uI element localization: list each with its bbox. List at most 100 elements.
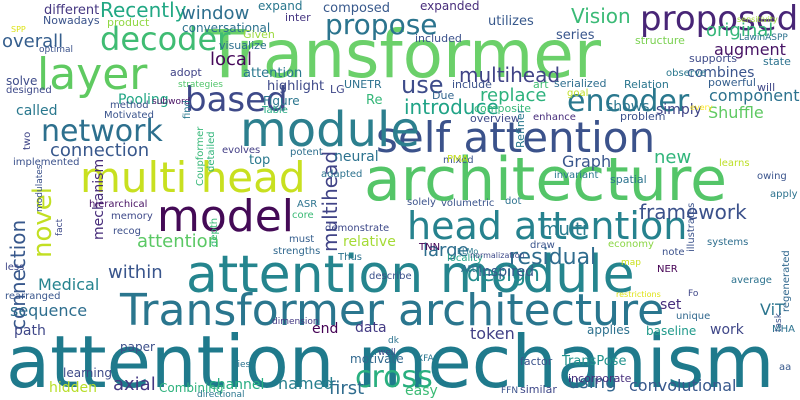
word-must: must xyxy=(289,234,315,245)
word-observe: observe xyxy=(666,68,707,79)
word-overview: overview xyxy=(470,112,520,125)
word-hierarchical: hierarchical xyxy=(89,199,148,210)
word-adopt: adopt xyxy=(170,66,202,79)
word-first: first xyxy=(329,378,365,399)
word-large: large xyxy=(423,240,469,261)
word-component: component xyxy=(709,86,800,105)
word-highlight: Figure xyxy=(263,94,300,108)
word-spp: SPP xyxy=(11,25,26,34)
word-mhsa: end xyxy=(312,321,339,337)
word-invariant: invariant xyxy=(554,170,599,181)
word-called: called xyxy=(16,103,58,119)
word-expand: expand xyxy=(258,0,303,13)
word-product: product xyxy=(107,16,150,29)
word-dimension: dimension xyxy=(272,317,319,327)
word-relative: Inspired xyxy=(478,264,535,280)
word-paper: TransPose xyxy=(562,354,627,369)
word-lies: lies xyxy=(235,360,251,370)
word-multi: multi xyxy=(541,219,588,240)
word-less: less xyxy=(5,262,25,273)
word-attn: Attn xyxy=(461,264,482,275)
word-neural: top xyxy=(249,153,271,168)
word-normalization: normalization xyxy=(470,251,525,260)
word-core: core xyxy=(292,210,314,221)
word-directional: directional xyxy=(197,390,245,400)
word-learning: Combining xyxy=(159,381,224,395)
word-local: local xyxy=(210,49,252,70)
word-art: art xyxy=(533,78,549,91)
word-overall: overall xyxy=(2,31,64,52)
word-powerful: powerful xyxy=(708,76,756,89)
word-enhance: enhance xyxy=(533,112,576,123)
word-introduce: introduce xyxy=(404,95,499,119)
word-note: note xyxy=(662,247,685,258)
word-self-attention: self attention xyxy=(376,113,656,162)
word-xfa: XFA xyxy=(417,354,434,364)
word-unique: unique xyxy=(676,311,711,322)
word-data: channel xyxy=(209,377,265,393)
word-well: well xyxy=(378,348,396,358)
word-optimal: optimal xyxy=(39,45,74,55)
word-layer: layer xyxy=(37,49,148,100)
word-attention-module: attention module xyxy=(186,245,635,305)
word-attention-mechanism: attention mechanism xyxy=(6,320,775,400)
word-supports: supports xyxy=(689,52,737,65)
word-dk: dk xyxy=(388,336,399,346)
word-recog: recog xyxy=(113,226,142,237)
word-medical: Medical xyxy=(38,275,100,294)
word-table: Table xyxy=(262,105,288,116)
word-proposed: proposed xyxy=(640,0,799,39)
word-learns: learns xyxy=(719,158,750,169)
word-find: find xyxy=(182,100,193,119)
word-structure: structure xyxy=(635,34,685,47)
word-sensitivity: sensitivity xyxy=(737,15,778,24)
word-adapted: adapted xyxy=(321,169,363,180)
word-incorporate: similar xyxy=(520,383,557,396)
word-goal: goal xyxy=(567,88,589,99)
word-inter: inter xyxy=(285,11,311,24)
word-channel: easy xyxy=(405,383,438,399)
word-transformer: Transformer xyxy=(205,16,602,93)
word-original: original xyxy=(706,20,774,41)
word-recently: Recently xyxy=(100,0,187,22)
word-work: different xyxy=(44,3,100,18)
word-shows: work xyxy=(710,322,744,338)
word-new: new xyxy=(654,147,692,168)
word-tnn: TNN xyxy=(419,242,441,253)
word-factor: factor xyxy=(520,355,553,368)
word-augment: augment xyxy=(714,40,786,59)
word-draw: draw xyxy=(530,240,555,251)
word-network: network xyxy=(41,114,163,149)
word-pooling: Pooling xyxy=(118,92,169,108)
word-utilizes: utilizes xyxy=(488,14,534,29)
word-mha: MHA xyxy=(772,324,795,335)
word-design: design xyxy=(467,262,540,287)
word-pma: PMA xyxy=(447,154,469,165)
word-aa: aa xyxy=(779,362,792,373)
word-use: use xyxy=(401,71,444,99)
word-given: Given xyxy=(243,28,275,41)
word-inspired: neural xyxy=(334,149,379,165)
word-conversational: conversational xyxy=(182,21,271,35)
word-framework: framework xyxy=(639,200,747,224)
word-included: included xyxy=(415,32,462,45)
word-level: multihead xyxy=(318,150,342,252)
word-every: every xyxy=(690,103,713,112)
word-decoder: decoder xyxy=(100,20,231,58)
word-composed: series xyxy=(556,28,595,43)
word-demonstrate: demonstrate xyxy=(325,223,390,234)
word-coupformer: Coupformer xyxy=(195,126,206,186)
word-implemented: implemented xyxy=(13,157,80,168)
word-lawinaspp: LawinASPP xyxy=(739,33,788,43)
word-architecture: architecture xyxy=(364,145,728,215)
word-hidden: hidden xyxy=(49,380,98,396)
word-motivated: Motivated xyxy=(104,110,154,121)
word-re: Re xyxy=(366,93,383,108)
word-elmo: ELMo xyxy=(457,247,479,256)
word-composite: composite xyxy=(474,102,532,115)
word-convolutional: convolutional xyxy=(629,376,737,395)
word-speech: paper xyxy=(120,340,155,354)
word-window: window xyxy=(181,3,250,24)
word-expanded: expanded xyxy=(420,0,480,13)
